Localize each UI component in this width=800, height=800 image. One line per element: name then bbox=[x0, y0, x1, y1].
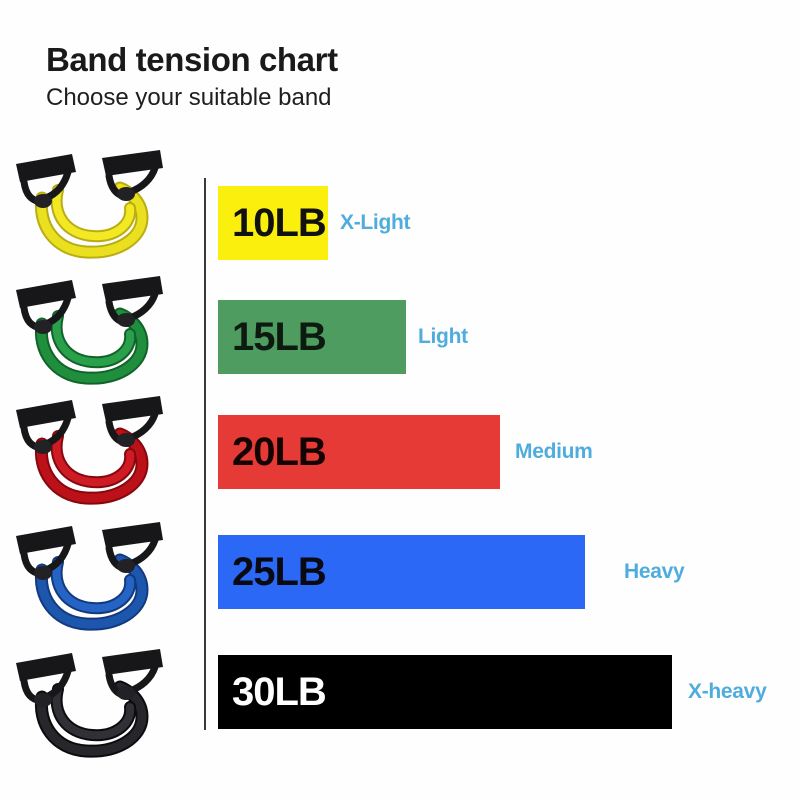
handle-right-icon bbox=[102, 649, 163, 700]
black-tube-icon bbox=[34, 680, 149, 758]
band-illustration-red bbox=[2, 392, 198, 520]
bar-30lb[interactable]: 30LB bbox=[218, 655, 672, 729]
handle-right-icon bbox=[102, 396, 163, 447]
bar-level-label-medium: Medium bbox=[515, 440, 593, 463]
bar-level-label-heavy: Heavy bbox=[624, 560, 685, 583]
bar-level-label-x-light: X-Light bbox=[340, 211, 411, 234]
band-illustration-yellow bbox=[2, 146, 198, 274]
blue-tube-icon bbox=[34, 553, 149, 631]
band-illustration-blue bbox=[2, 518, 198, 646]
yellow-tube-icon bbox=[34, 181, 149, 259]
bar-value-25lb: 25LB bbox=[232, 550, 327, 594]
band-illustration-green bbox=[2, 272, 198, 400]
handle-right-icon bbox=[102, 522, 163, 573]
red-tube-icon bbox=[34, 427, 149, 505]
handle-left-icon bbox=[16, 526, 76, 580]
bar-10lb[interactable]: 10LB bbox=[218, 186, 328, 260]
green-tube-icon bbox=[34, 307, 149, 385]
bar-value-20lb: 20LB bbox=[232, 430, 327, 474]
bar-value-15lb: 15LB bbox=[232, 315, 327, 359]
bar-20lb[interactable]: 20LB bbox=[218, 415, 500, 489]
bar-value-30lb: 30LB bbox=[232, 670, 327, 714]
handle-right-icon bbox=[102, 276, 163, 327]
handle-left-icon bbox=[16, 154, 76, 208]
handle-left-icon bbox=[16, 653, 76, 707]
page-title: Band tension chart bbox=[46, 41, 338, 78]
bar-level-label-light: Light bbox=[418, 325, 468, 348]
bar-15lb[interactable]: 15LB bbox=[218, 300, 406, 374]
band-illustration-black bbox=[2, 645, 198, 773]
page-subtitle: Choose your suitable band bbox=[46, 84, 332, 112]
chart-vertical-axis bbox=[204, 178, 206, 730]
handle-left-icon bbox=[16, 280, 76, 334]
handle-left-icon bbox=[16, 400, 76, 454]
header: Band tension chart Choose your suitable … bbox=[46, 41, 338, 112]
bar-level-label-x-heavy: X-heavy bbox=[688, 680, 767, 703]
handle-right-icon bbox=[102, 150, 163, 201]
bar-25lb[interactable]: 25LB bbox=[218, 535, 585, 609]
bar-value-10lb: 10LB bbox=[232, 201, 327, 245]
